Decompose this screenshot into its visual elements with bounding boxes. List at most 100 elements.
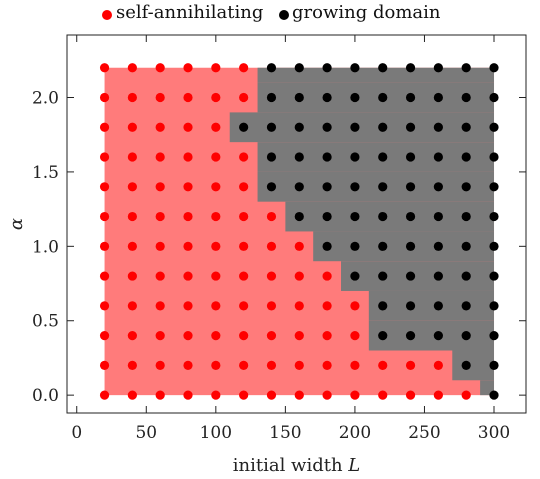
data-point-growing-domain xyxy=(322,152,332,162)
data-point-growing-domain xyxy=(266,182,277,192)
y-tick-label: 0.5 xyxy=(32,312,59,332)
axis-ticks: 0 50 100 150 200 250 300 0.0 0.5 1.0 1.5 2.0 xyxy=(32,35,526,443)
data-point-growing-domain xyxy=(294,92,304,103)
data-point-growing-domain xyxy=(378,241,388,251)
region-growing-domain xyxy=(480,380,495,396)
data-point-growing-domain xyxy=(350,122,360,132)
data-point-growing-domain xyxy=(294,182,304,192)
data-point-self-annihilating xyxy=(99,92,110,103)
data-point-self-annihilating xyxy=(155,390,165,400)
data-point-growing-domain xyxy=(378,182,388,192)
data-point-self-annihilating xyxy=(266,331,277,341)
data-point-self-annihilating xyxy=(211,92,221,103)
data-point-growing-domain xyxy=(266,92,277,103)
data-point-growing-domain xyxy=(294,152,304,162)
data-point-self-annihilating xyxy=(378,360,388,370)
data-point-growing-domain xyxy=(294,211,304,222)
data-point-self-annihilating xyxy=(155,211,165,222)
data-point-growing-domain xyxy=(405,182,416,192)
data-point-self-annihilating xyxy=(183,211,193,222)
data-point-growing-domain xyxy=(433,63,443,73)
data-point-self-annihilating xyxy=(350,301,360,311)
data-point-self-annihilating xyxy=(155,271,165,281)
data-point-growing-domain xyxy=(378,152,388,162)
region-growing-domain xyxy=(257,171,495,202)
region-growing-domain xyxy=(368,290,495,321)
data-point-self-annihilating xyxy=(266,390,277,400)
data-point-self-annihilating xyxy=(127,122,137,132)
data-point-self-annihilating xyxy=(322,271,332,281)
data-point-growing-domain xyxy=(489,271,499,281)
data-point-growing-domain xyxy=(433,331,443,341)
data-point-self-annihilating xyxy=(211,122,221,132)
data-point-self-annihilating xyxy=(294,241,304,251)
x-axis-title-text: initial width xyxy=(233,455,343,476)
data-point-self-annihilating xyxy=(183,331,193,341)
data-point-self-annihilating xyxy=(155,301,165,311)
data-point-growing-domain xyxy=(322,63,332,73)
data-point-self-annihilating xyxy=(294,301,304,311)
data-point-self-annihilating xyxy=(127,301,137,311)
data-point-growing-domain xyxy=(322,122,332,132)
data-point-growing-domain xyxy=(378,331,388,341)
x-tick-label: 300 xyxy=(478,423,510,443)
data-point-self-annihilating xyxy=(127,241,137,251)
data-point-growing-domain xyxy=(405,241,416,251)
data-point-self-annihilating xyxy=(99,241,110,251)
data-point-self-annihilating xyxy=(155,360,165,370)
data-point-growing-domain xyxy=(461,331,471,341)
data-point-self-annihilating xyxy=(99,271,110,281)
data-point-self-annihilating xyxy=(155,63,165,73)
x-tick-label: 250 xyxy=(408,423,440,443)
data-point-growing-domain xyxy=(294,122,304,132)
data-point-self-annihilating xyxy=(99,182,110,192)
data-point-self-annihilating xyxy=(155,152,165,162)
data-point-growing-domain xyxy=(461,63,471,73)
data-point-self-annihilating xyxy=(266,211,277,222)
legend-label-growing-domain: growing domain xyxy=(292,2,441,23)
data-point-growing-domain xyxy=(266,63,277,73)
data-point-self-annihilating xyxy=(183,390,193,400)
data-point-growing-domain xyxy=(461,182,471,192)
data-point-self-annihilating xyxy=(266,271,277,281)
data-point-self-annihilating xyxy=(155,122,165,132)
data-point-self-annihilating xyxy=(294,271,304,281)
region-growing-domain xyxy=(452,350,495,381)
data-point-self-annihilating xyxy=(239,241,249,251)
y-tick-label: 1.5 xyxy=(32,163,59,183)
x-tick-label: 150 xyxy=(269,423,301,443)
legend-marker-self-annihilating xyxy=(102,10,112,20)
data-point-growing-domain xyxy=(350,92,360,103)
data-point-growing-domain xyxy=(405,92,416,103)
data-point-self-annihilating xyxy=(127,331,137,341)
data-point-self-annihilating xyxy=(99,301,110,311)
data-point-growing-domain xyxy=(350,241,360,251)
legend: self-annihilating growing domain xyxy=(102,2,441,23)
data-point-self-annihilating xyxy=(211,301,221,311)
x-tick-label: 100 xyxy=(200,423,232,443)
data-point-growing-domain xyxy=(350,63,360,73)
region-growing-domain xyxy=(257,67,495,83)
data-point-self-annihilating xyxy=(350,390,360,400)
data-point-self-annihilating xyxy=(433,390,443,400)
data-point-self-annihilating xyxy=(405,390,416,400)
region-growing-domain xyxy=(341,261,495,291)
data-point-growing-domain xyxy=(489,152,499,162)
data-point-self-annihilating xyxy=(239,63,249,73)
data-point-growing-domain xyxy=(433,152,443,162)
data-point-growing-domain xyxy=(489,211,499,222)
data-point-self-annihilating xyxy=(350,360,360,370)
data-point-growing-domain xyxy=(405,271,416,281)
data-point-growing-domain xyxy=(489,390,499,400)
data-point-self-annihilating xyxy=(266,301,277,311)
data-point-self-annihilating xyxy=(266,241,277,251)
data-point-growing-domain xyxy=(378,211,388,222)
data-point-self-annihilating xyxy=(211,241,221,251)
data-point-self-annihilating xyxy=(99,152,110,162)
data-point-self-annihilating xyxy=(127,182,137,192)
region-growing-domain xyxy=(285,201,495,232)
data-point-self-annihilating xyxy=(99,211,110,222)
x-axis-title: initial width L xyxy=(233,455,361,476)
data-point-growing-domain xyxy=(489,122,499,132)
data-point-self-annihilating xyxy=(155,331,165,341)
